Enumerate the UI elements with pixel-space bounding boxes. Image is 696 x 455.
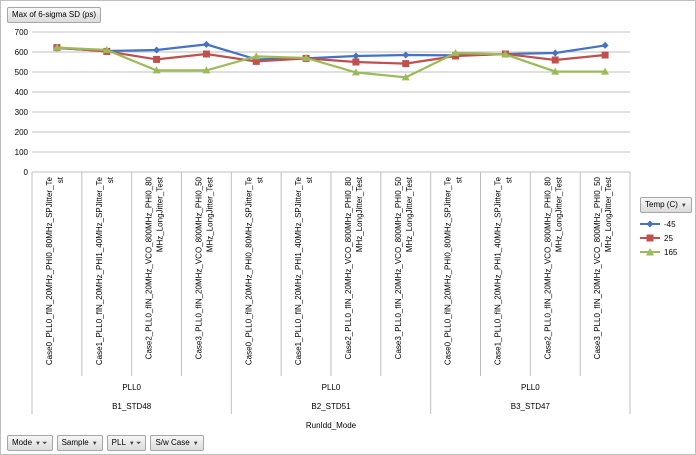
x-tick-label: Case0_PLL0_fIN_20MHz_PHI0_80MHz_SPJitter… [244,176,264,365]
legend-item: 165 [640,245,690,259]
data-point [501,50,510,58]
sw-case-filter-label: S/w Case [155,438,190,447]
x-tick-label: Case0_PLL0_fIN_20MHz_PHI0_80MHz_SPJitter… [444,176,464,365]
chevron-down-icon: ▼ [91,441,98,447]
x-tick-label: Case3_PLL0_fIN_20MHz_VCO_800MHz_PHI0_50 M… [394,176,414,359]
data-point [252,52,261,60]
outer-axis-label: RunIdd_Mode [306,421,357,430]
pll-label: PLL0 [322,383,341,392]
chevron-down-icon: ▼ [192,441,199,447]
x-tick-label: Case2_PLL0_fIN_20MHz_VCO_800MHz_PHI0_80 M… [145,176,165,359]
pll-filter-button[interactable]: PLL ▼⏷ [106,435,147,451]
data-point [352,52,360,60]
data-point [102,46,111,53]
x-tick-label: Case0_PLL0_fIN_20MHz_PHI0_80MHz_SPJitter… [45,176,65,365]
chevron-down-icon: ▼ [680,203,687,209]
sample-filter-label: Sample [61,438,89,447]
sample-label: B1_STD48 [112,402,152,411]
legend-label: -45 [664,219,676,229]
data-point [351,68,360,76]
value-field-label: Max of 6-sigma SD (ps) [12,10,97,19]
data-point [401,73,410,81]
data-point [153,55,161,63]
data-point [451,49,460,56]
x-tick-label: Case2_PLL0_fIN_20MHz_VCO_800MHz_PHI0_80 M… [344,176,364,359]
data-point [551,67,560,75]
data-point [551,56,559,64]
line-chart: 0 100 200 300 400 500 600 700 Case0_PLL0_fIN_20M… [15,28,631,430]
data-point [352,58,360,66]
sw-case-filter-button[interactable]: S/w Case ▼ [150,435,204,451]
data-point [551,49,559,57]
pll-label: PLL0 [521,383,540,392]
sample-filter-button[interactable]: Sample ▼ [56,435,103,451]
data-point [153,46,161,54]
filter-buttons: Mode ▼⏷ Sample ▼ PLL ▼⏷ S/w Case ▼ [7,435,204,451]
filter-icon: ⏷ [41,440,48,447]
y-tick-label: 700 [15,28,29,37]
data-point [202,66,211,74]
y-tick-label: 0 [24,168,29,177]
series-line [56,46,606,79]
data-point [601,67,610,75]
legend-swatch [640,234,660,242]
legend-item: -45 [640,217,690,231]
pll-label: PLL0 [122,383,141,392]
data-point [601,51,609,59]
y-tick-label: 500 [15,68,29,77]
legend-label: 25 [664,233,673,243]
data-point [52,43,61,51]
y-tick-label: 400 [15,88,29,97]
data-point [152,66,161,74]
legend-header-label: Temp (C) [645,200,678,209]
series-line [56,46,606,65]
series-line [56,43,606,61]
x-tick-label: Case1_PLL0_fIN_20MHz_PHI1_40MHz_SPJitter… [493,176,513,365]
legend-swatch [640,220,660,228]
y-tick-label: 100 [15,148,29,157]
y-tick-label: 200 [15,128,29,137]
x-tick-label: Case1_PLL0_fIN_20MHz_PHI1_40MHz_SPJitter… [294,176,314,365]
data-point [302,54,311,61]
value-field-button[interactable]: Max of 6-sigma SD (ps) [7,7,102,23]
data-point [202,40,210,48]
filter-icon: ⏷ [135,440,142,447]
y-tick-label: 600 [15,48,29,57]
pll-filter-label: PLL [111,438,126,447]
legend-swatch [640,248,660,256]
data-point [402,51,410,59]
x-tick-label: Case3_PLL0_fIN_20MHz_VCO_800MHz_PHI0_50 M… [593,176,613,359]
legend-field-button[interactable]: Temp (C) ▼ [640,197,692,213]
data-point [601,41,609,49]
chevron-down-icon: ▼ [35,441,41,447]
mode-filter-label: Mode [12,438,33,447]
y-tick-label: 300 [15,108,29,117]
legend-item: 25 [640,231,690,245]
data-point [252,57,260,65]
mode-filter-button[interactable]: Mode ▼⏷ [7,435,53,451]
data-point [402,60,410,68]
x-tick-label: Case1_PLL0_fIN_20MHz_PHI1_40MHz_SPJitter… [95,176,115,365]
legend-label: 165 [664,247,678,257]
sample-label: B3_STD47 [511,402,551,411]
x-tick-label: Case2_PLL0_fIN_20MHz_VCO_800MHz_PHI0_80 M… [543,176,563,359]
sample-label: B2_STD51 [311,402,351,411]
data-point [202,50,210,58]
legend: Temp (C) ▼ -45 25 165 [640,197,692,259]
x-tick-label: Case3_PLL0_fIN_20MHz_VCO_800MHz_PHI0_50 M… [194,176,214,359]
chevron-down-icon: ▼ [128,441,135,447]
